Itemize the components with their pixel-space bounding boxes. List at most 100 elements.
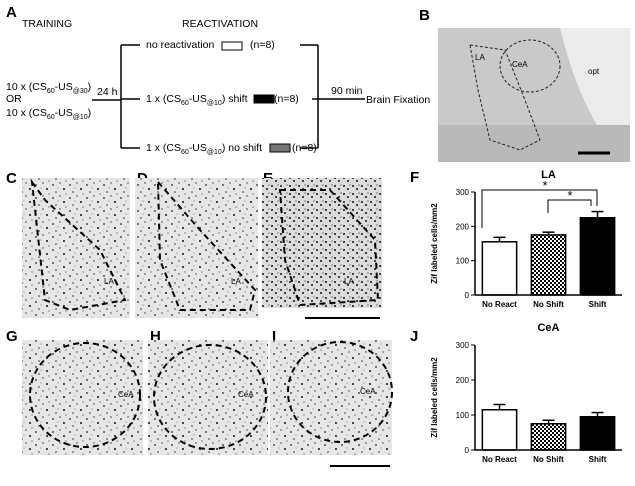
micrograph: [262, 178, 382, 308]
legend-box: [269, 143, 291, 153]
subscript: @10: [207, 100, 222, 107]
significance-star: *: [542, 178, 547, 193]
formula-part: -US: [189, 93, 207, 105]
outline: [153, 344, 267, 450]
region-label: LA: [231, 277, 241, 286]
chart-title: CeA: [537, 322, 559, 334]
formula-part: -US: [189, 142, 207, 154]
region-label: opt: [588, 67, 600, 76]
x-tick-label: No Shift: [533, 455, 564, 464]
subscript: @30: [73, 88, 88, 95]
legend-box: [253, 94, 275, 104]
region-label: CeA: [512, 60, 528, 69]
subscript: 60: [181, 100, 189, 107]
legend-box: [221, 41, 243, 51]
formula-part: -US: [55, 81, 73, 93]
outline: [156, 179, 257, 311]
micrograph: [135, 178, 258, 318]
diagram-text: OR: [6, 93, 22, 105]
outline: [29, 342, 141, 448]
panel-label: I: [272, 328, 276, 345]
region-label: CeA: [118, 390, 134, 399]
micrographs-cea: G CeA H CeA I CeA: [6, 328, 393, 467]
bar: [579, 217, 616, 296]
diagram-text: (n=8): [250, 39, 275, 51]
diagram-formula: 1 x (CS60-US@10) shift: [146, 93, 248, 107]
formula-part: 1 x (CS: [146, 93, 181, 105]
significance-bracket: [481, 189, 598, 228]
formula-part: no reactivation: [146, 39, 214, 51]
y-tick-label: 200: [456, 376, 470, 385]
diagram: A TRAINING REACTIVATION 10 x (CS60-US@30…: [6, 4, 430, 156]
region-label: CeA: [360, 387, 376, 396]
formula-part: ): [88, 81, 92, 93]
x-tick-label: Shift: [589, 300, 607, 309]
region-label: LA: [475, 53, 485, 62]
panel-label: G: [6, 328, 18, 345]
diagram-text: 90 min: [331, 85, 363, 97]
subscript: @10: [73, 114, 88, 121]
bar: [481, 241, 518, 296]
x-tick-label: Shift: [589, 455, 607, 464]
micrograph: [22, 178, 130, 318]
diagram-text: 24 h: [97, 86, 118, 98]
diagram-text: TRAINING: [22, 18, 72, 30]
panel-label: J: [410, 328, 418, 345]
y-tick-label: 200: [456, 222, 470, 231]
x-tick-label: No Shift: [533, 300, 564, 309]
region-label: CeA: [238, 390, 254, 399]
formula-part: ) no shift: [222, 142, 262, 154]
diagram-text: Brain Fixation: [366, 94, 430, 106]
panel-label: B: [419, 7, 430, 24]
region-label: LA: [104, 277, 114, 286]
bar: [579, 416, 616, 451]
formula-part: 1 x (CS: [146, 142, 181, 154]
panel-label: A: [6, 4, 17, 21]
formula-part: 10 x (CS: [6, 81, 47, 93]
x-tick-label: No React: [482, 300, 517, 309]
y-axis-label: Zif labeled cells/mm2: [430, 203, 439, 284]
diagram-text: REACTIVATION: [182, 18, 258, 30]
panel-label: F: [410, 169, 419, 186]
panel-label: H: [150, 328, 161, 345]
diagram-formula: 10 x (CS60-US@30): [6, 81, 91, 95]
outline: [287, 341, 393, 443]
subscript: @10: [207, 149, 222, 156]
diagram-formula: 10 x (CS60-US@10): [6, 107, 91, 121]
diagram-text: (n=8): [292, 142, 317, 154]
micrograph: [22, 340, 143, 455]
y-tick-label: 100: [456, 257, 470, 266]
diagram-lines: [92, 44, 365, 149]
y-tick-label: 300: [456, 341, 470, 350]
y-tick-label: 300: [456, 188, 470, 197]
chart-title: LA: [541, 169, 556, 181]
micrograph: [270, 340, 392, 455]
subscript: 60: [47, 88, 55, 95]
region-label: LA: [344, 277, 354, 286]
outline: [278, 189, 380, 307]
diagram-formula: 1 x (CS60-US@10) no shift: [146, 142, 262, 156]
y-tick-label: 0: [465, 446, 470, 455]
tissue-edge: [560, 28, 630, 130]
micrographs-la: C LA D LA E LA: [6, 170, 382, 319]
formula-part: 10 x (CS: [6, 107, 47, 119]
outline: [499, 39, 561, 93]
y-tick-label: 100: [456, 411, 470, 420]
diagram-text: (n=8): [274, 93, 299, 105]
x-tick-label: No React: [482, 455, 517, 464]
panel-label: C: [6, 170, 17, 187]
bar: [530, 423, 567, 451]
formula-part: ): [88, 107, 92, 119]
diagram-formula: no reactivation: [146, 39, 214, 51]
micrograph-b: B LA CeA opt: [419, 7, 630, 162]
y-axis-label: Zif labeled cells/mm2: [430, 357, 439, 438]
significance-star: *: [567, 188, 572, 203]
tissue-band: [438, 125, 630, 162]
bar: [481, 409, 518, 451]
outline: [30, 178, 127, 312]
formula-part: ) shift: [222, 93, 248, 105]
subscript: 60: [181, 149, 189, 156]
bar: [530, 234, 567, 296]
